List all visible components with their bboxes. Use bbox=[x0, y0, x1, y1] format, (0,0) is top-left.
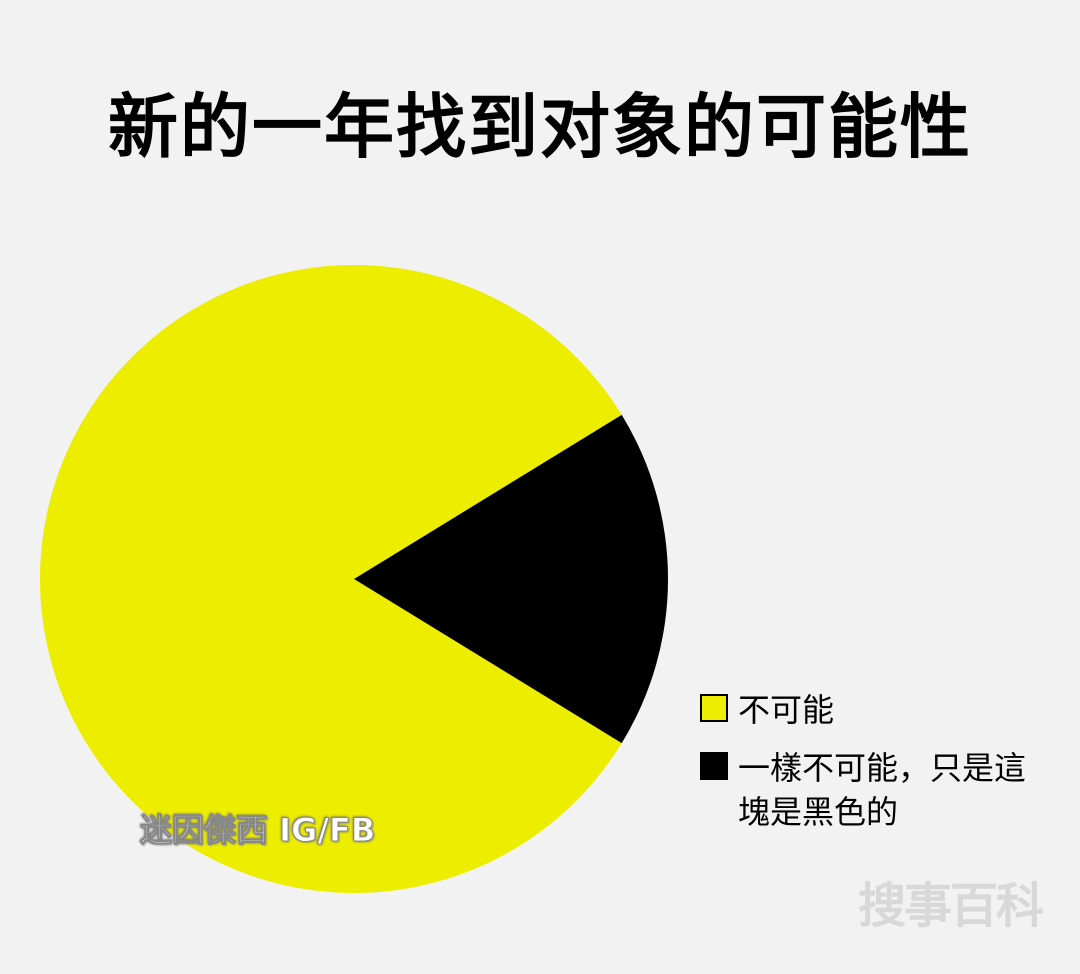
watermark-text: 迷因傑西 IG/FB bbox=[139, 811, 376, 850]
legend: 不可能 一樣不可能，只是這塊是黑色的 bbox=[700, 688, 1060, 848]
site-watermark-logo: 搜事百科 bbox=[857, 878, 1044, 934]
legend-swatch-black bbox=[700, 752, 728, 780]
legend-swatch-yellow bbox=[700, 694, 728, 722]
legend-item-yellow: 不可能 bbox=[700, 688, 1060, 732]
legend-label-black: 一樣不可能，只是這塊是黑色的 bbox=[738, 749, 1027, 831]
pie-slice-black bbox=[354, 414, 669, 744]
chart-title: 新的一年找到对象的可能性 bbox=[108, 86, 972, 168]
legend-label-yellow: 不可能 bbox=[738, 691, 835, 729]
legend-item-black: 一樣不可能，只是這塊是黑色的 bbox=[700, 746, 1060, 834]
pie-slice-yellow bbox=[40, 265, 622, 894]
